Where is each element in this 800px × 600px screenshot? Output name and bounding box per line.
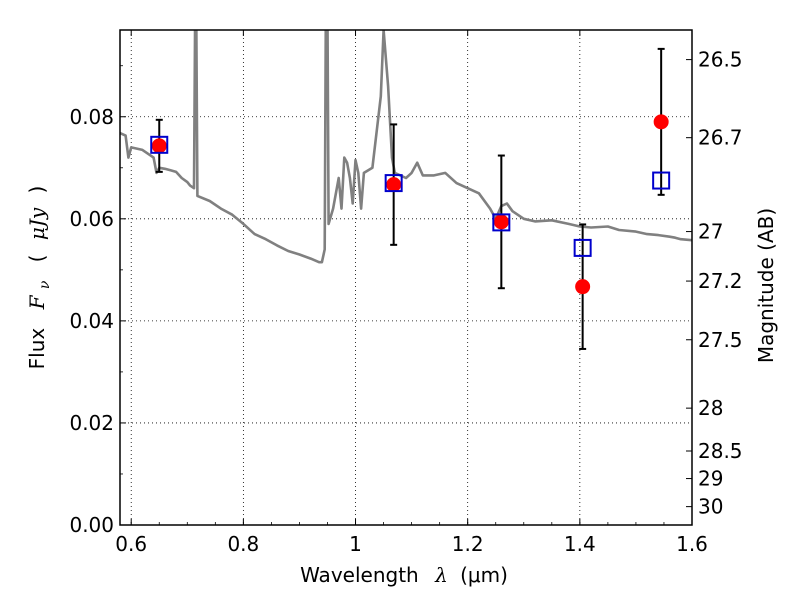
axis-ticks: 0.6 0.8 1 1.2 1.4 1.6 0.00 0.02 0.04 0.06 0.08 26.5… bbox=[69, 30, 743, 556]
y-axis-label-symbol: F bbox=[25, 294, 49, 310]
y2-tick-label: 27.2 bbox=[698, 269, 743, 293]
y2-tick-label: 30 bbox=[698, 495, 723, 519]
x-tick-label: 1 bbox=[349, 532, 362, 556]
grid bbox=[120, 30, 693, 526]
model-photometry-marker bbox=[150, 135, 169, 154]
y-axis-label: Flux F ν ( μJy ) bbox=[25, 186, 54, 370]
x-axis-label-unit: (μm) bbox=[460, 563, 508, 587]
x-tick-label: 1.2 bbox=[452, 532, 484, 556]
model-spectrum-line bbox=[120, 30, 692, 264]
observed-point bbox=[386, 177, 402, 193]
y-tick-label: 0.02 bbox=[69, 411, 114, 435]
y2-tick-label: 28.5 bbox=[698, 439, 743, 463]
y-axis-label-unit: μJy bbox=[25, 207, 49, 240]
y2-tick-label: 26.7 bbox=[698, 126, 743, 150]
y2-tick-label: 28 bbox=[698, 396, 723, 420]
y2-tick-label: 26.5 bbox=[698, 48, 743, 72]
model-photometry-marker bbox=[384, 174, 403, 193]
observed-point bbox=[653, 114, 669, 130]
y-tick-label: 0.04 bbox=[69, 309, 114, 333]
model-photometry-marker bbox=[492, 213, 511, 232]
x-tick-label: 1.4 bbox=[564, 532, 596, 556]
x-tick-label: 0.8 bbox=[227, 532, 259, 556]
x-axis-label-prefix: Wavelength bbox=[300, 563, 419, 587]
y2-tick-label: 29 bbox=[698, 467, 723, 491]
model-photometry-marker bbox=[652, 171, 671, 190]
plot-frame bbox=[119, 29, 693, 526]
x-axis-label-symbol: λ bbox=[434, 563, 448, 587]
x-axis-label: Wavelength λ (μm) bbox=[300, 563, 508, 587]
y-tick-label: 0.08 bbox=[69, 105, 114, 129]
y2-tick-label: 27 bbox=[698, 220, 723, 244]
y-axis-label-prefix: Flux bbox=[25, 328, 49, 370]
observed-point bbox=[151, 138, 167, 154]
y2-tick-label: 27.5 bbox=[698, 328, 743, 352]
model-photometry-marker bbox=[573, 238, 592, 257]
x-tick-label: 0.6 bbox=[115, 532, 147, 556]
plot-area bbox=[120, 30, 692, 350]
observed-point bbox=[493, 214, 509, 230]
x-tick-label: 1.6 bbox=[676, 532, 708, 556]
y-axis-label-unit-close: ) bbox=[25, 186, 49, 194]
y2-axis-label: Magnitude (AB) bbox=[754, 208, 778, 363]
y-tick-label: 0.06 bbox=[69, 207, 114, 231]
y-tick-label: 0.00 bbox=[69, 513, 114, 537]
y-axis-label-subscript: ν bbox=[37, 280, 53, 289]
observed-point bbox=[575, 279, 591, 295]
y-axis-label-unit-open: ( bbox=[25, 254, 49, 262]
